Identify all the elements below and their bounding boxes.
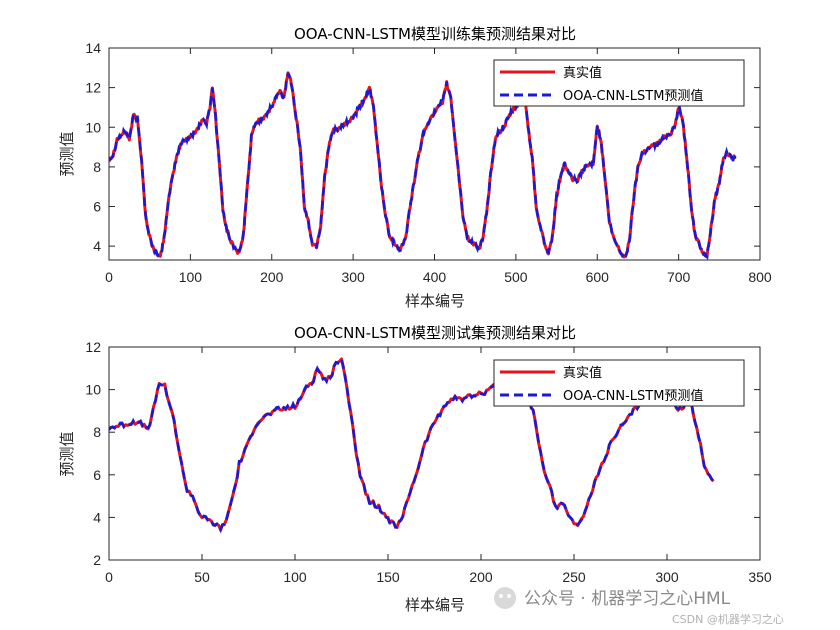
test-chart-title: OOA-CNN-LSTM模型测试集预测结果对比 [294,324,576,342]
y-tick-label: 6 [93,467,101,483]
x-tick-label: 150 [376,569,400,585]
x-tick-label: 0 [105,569,113,585]
train-legend-pred-label: OOA-CNN-LSTM预测值 [563,88,703,104]
series-line-predicted [109,357,715,534]
x-tick-label: 300 [655,569,679,585]
test-series [109,357,715,534]
series-line-predicted [109,72,737,260]
test-chart: OOA-CNN-LSTM模型测试集预测结果对比 0 50 100 150 200 250 3… [58,324,772,614]
train-chart-title: OOA-CNN-LSTM模型训练集预测结果对比 [294,25,576,43]
x-tick-label: 0 [105,269,113,285]
wechat-icon [494,587,516,609]
train-chart: OOA-CNN-LSTM模型训练集预测结果对比 0 100 200 300 400 500… [58,25,772,310]
y-tick-label: 10 [85,119,101,135]
x-tick-label: 250 [562,569,586,585]
x-tick-label: 500 [504,269,528,285]
y-tick-label: 8 [93,424,101,440]
y-tick-label: 12 [85,339,101,355]
y-tick-label: 4 [93,509,101,525]
x-tick-label: 400 [423,269,447,285]
watermark-sub: CSDN @机器学习之心 [672,612,784,626]
x-tick-label: 600 [586,269,610,285]
y-tick-label: 6 [93,199,101,215]
train-x-axis-label: 样本编号 [405,292,465,310]
test-legend-pred-label: OOA-CNN-LSTM预测值 [563,388,703,404]
test-axes-box [108,346,761,561]
test-legend-true-label: 真实值 [563,365,602,381]
x-tick-label: 350 [748,569,772,585]
test-y-ticks: 2 4 6 8 10 12 [85,339,760,568]
y-tick-label: 4 [93,238,101,254]
train-legend-true-label: 真实值 [563,65,602,81]
train-y-axis-label: 预测值 [58,131,76,176]
x-tick-label: 700 [667,269,691,285]
test-legend: 真实值 OOA-CNN-LSTM预测值 [493,359,745,407]
y-tick-label: 10 [85,382,101,398]
x-tick-label: 800 [748,269,772,285]
x-tick-label: 300 [341,269,365,285]
y-tick-label: 14 [85,40,101,56]
train-legend: 真实值 OOA-CNN-LSTM预测值 [493,59,745,107]
train-x-ticks: 0 100 200 300 400 500 600 700 800 [105,48,772,285]
x-tick-label: 100 [283,569,307,585]
x-tick-label: 50 [194,569,210,585]
test-legend-box [493,359,745,407]
x-tick-label: 100 [179,269,203,285]
test-y-axis-label: 预测值 [58,431,76,476]
x-tick-label: 200 [469,569,493,585]
test-x-axis-label: 样本编号 [405,596,465,614]
watermark-text: 公众号 · 机器学习之心HML [524,589,731,609]
train-y-ticks: 4 6 8 10 12 14 [85,40,760,254]
y-tick-label: 8 [93,159,101,175]
train-legend-box [493,59,745,107]
test-x-ticks: 0 50 100 150 200 250 300 350 [105,347,772,585]
x-tick-label: 200 [260,269,284,285]
watermark: 公众号 · 机器学习之心HML CSDN @机器学习之心 [494,587,784,626]
y-tick-label: 12 [85,80,101,96]
y-tick-label: 2 [93,552,101,568]
train-series [109,71,737,260]
